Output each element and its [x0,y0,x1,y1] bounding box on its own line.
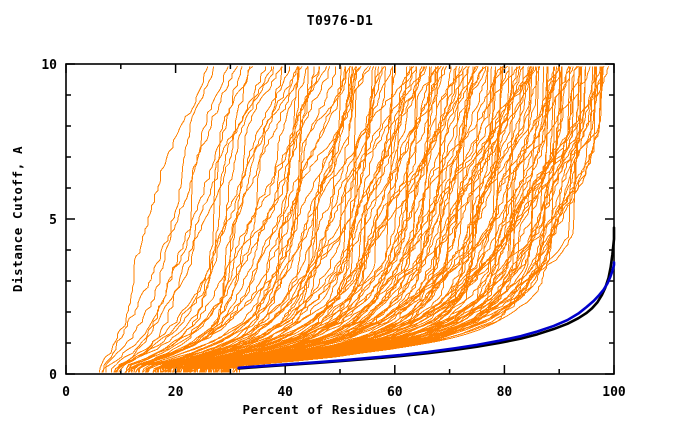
ensemble-curve [221,66,582,373]
ensemble-curve [154,66,383,373]
ensemble-curve [188,65,468,373]
ensemble-curve [190,66,484,373]
ensemble-curve [217,66,555,373]
ensemble-curve [195,66,510,373]
ensemble-curve [128,66,328,373]
ensemble-curve [201,66,524,373]
chart-title: T0976-D1 [306,14,374,29]
ensemble-curve [189,66,460,373]
x-tick-label: 60 [387,385,403,400]
ensemble-curve [200,66,501,373]
ensemble-curve [102,66,238,373]
ensemble-curve [142,66,346,373]
ensemble-curve [128,66,309,373]
ensemble-curve [173,66,464,373]
ensemble-curve [99,66,209,373]
ensemble-curve [188,66,496,373]
y-tick-label: 5 [49,213,57,228]
ensemble-curve [185,66,452,373]
ensemble-curve [111,66,243,373]
axis-ticks [65,63,615,375]
ensemble-curve [137,66,315,373]
ensemble-curve [219,66,581,373]
ensemble-curve [161,66,413,373]
ensemble-curve [183,66,492,373]
ensemble-curve [209,66,561,373]
ensemble-curve [146,66,350,373]
ensemble-curve [135,66,320,373]
ensemble-curve [156,65,362,373]
ensemble-curve [138,66,337,373]
ensemble-curve [114,66,251,373]
ensemble-curve [105,66,229,373]
ensemble-curve [161,66,423,373]
ensemble-curve [219,66,559,373]
ensemble-curve [170,66,428,373]
ensemble-curve [202,65,504,373]
ensemble-curve [114,66,283,373]
ensemble-curve [156,66,386,373]
ensemble-curve [184,66,470,373]
ensemble-curve [226,66,604,373]
ensemble-curve [128,66,299,373]
ensemble-curve [125,66,298,373]
ensemble-curve [138,66,347,373]
ensemble-curve [179,66,457,373]
series-prediction-ensemble [99,65,610,373]
ensemble-curve [199,66,529,373]
y-tick-label: 0 [49,368,57,383]
ensemble-curve [213,66,571,373]
ensemble-curve [193,66,487,373]
ensemble-curve [178,66,445,373]
x-tick-label: 100 [602,385,626,400]
ensemble-curve [228,65,579,373]
ensemble-curve [157,66,397,373]
ensemble-curve [116,66,275,373]
ensemble-curve [209,66,531,373]
ensemble-curve [131,66,321,373]
ensemble-curve [233,66,596,373]
ensemble-curve [118,65,254,373]
ensemble-curve [101,66,215,373]
x-tick-label: 40 [277,385,293,400]
ensemble-curve [160,65,414,373]
ensemble-curve [162,66,385,373]
x-tick-label: 0 [62,385,70,400]
ensemble-curve [115,66,267,373]
ensemble-curve [235,66,610,373]
series-reference-navy [237,261,616,370]
ensemble-curve [199,66,541,373]
ensemble-curve [179,66,477,373]
x-tick-label: 80 [497,385,513,400]
ensemble-curve [178,66,447,373]
y-tick-labels: 0 5 10 [41,58,57,383]
ensemble-curve [225,66,574,373]
ensemble-curve [222,66,581,373]
x-tick-labels: 0 20 40 60 80 100 [62,385,626,400]
ensemble-curve [207,66,562,373]
ensemble-curve [131,65,303,373]
ensemble-curve [147,66,357,373]
y-axis-title: Distance Cutoff, A [10,146,25,292]
x-axis-title: Percent of Residues (CA) [242,402,437,417]
ensemble-curve [223,66,605,373]
ensemble-curve [113,66,273,373]
ensemble-curve [152,66,375,373]
x-tick-label: 20 [168,385,184,400]
y-tick-label: 10 [41,58,57,73]
ensemble-curve [178,66,439,373]
